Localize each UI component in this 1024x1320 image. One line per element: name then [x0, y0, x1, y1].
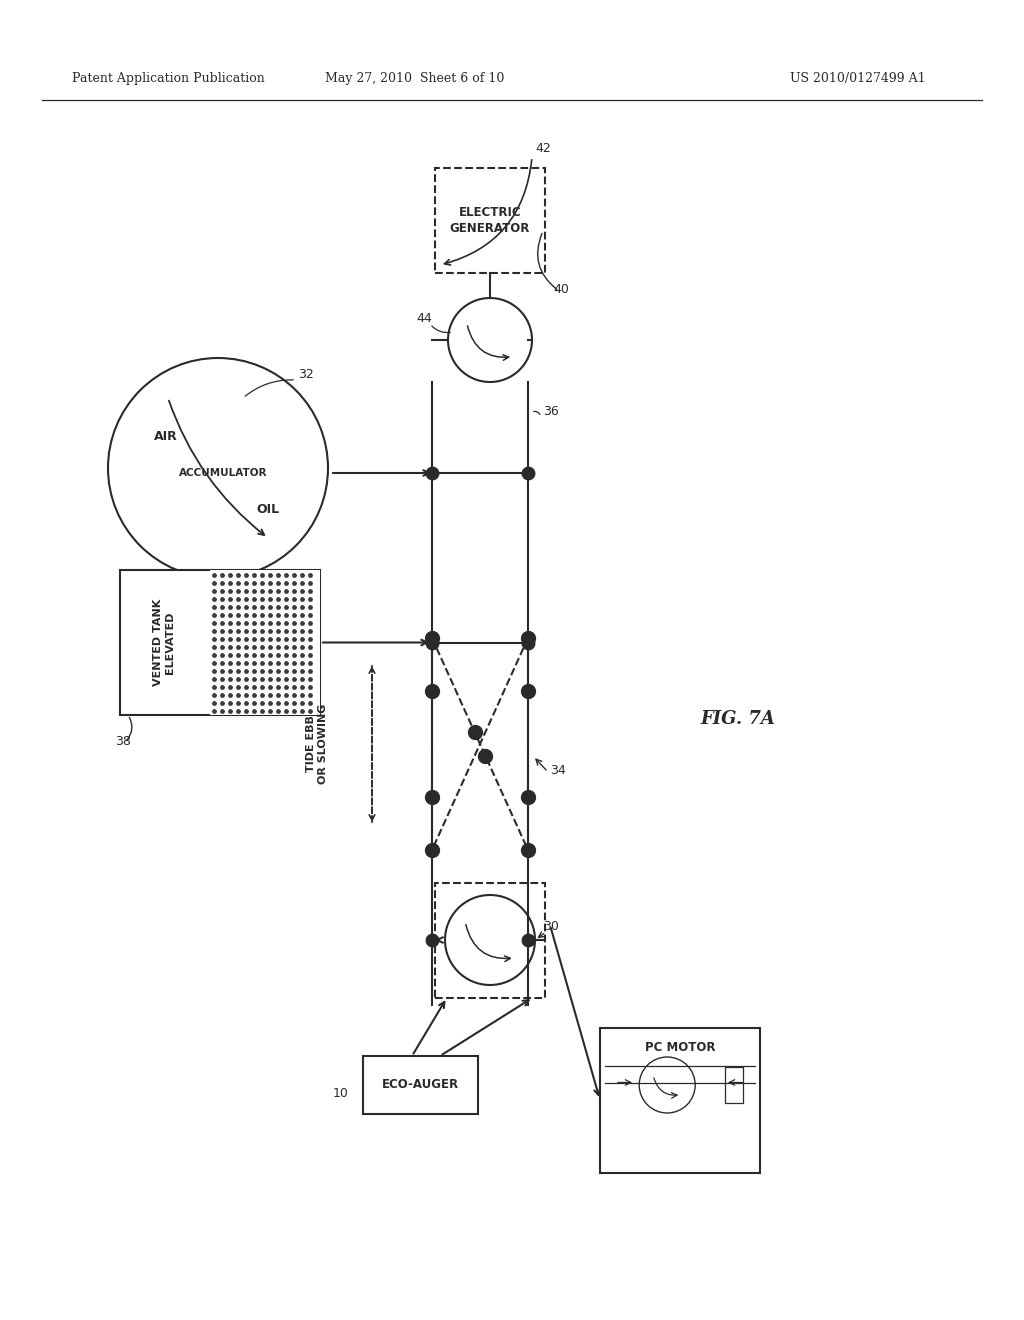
Text: US 2010/0127499 A1: US 2010/0127499 A1	[790, 73, 926, 84]
Text: May 27, 2010  Sheet 6 of 10: May 27, 2010 Sheet 6 of 10	[326, 73, 505, 84]
Bar	[600, 1027, 760, 1172]
Bar	[435, 883, 545, 998]
Text: 10: 10	[333, 1086, 348, 1100]
Circle shape	[108, 358, 328, 578]
Text: ACCUMULATOR: ACCUMULATOR	[179, 469, 267, 478]
Bar	[210, 570, 319, 715]
Text: Patent Application Publication: Patent Application Publication	[72, 73, 265, 84]
Text: ELECTRIC
GENERATOR: ELECTRIC GENERATOR	[450, 206, 530, 235]
Bar	[362, 1056, 477, 1114]
Text: 30: 30	[543, 920, 559, 933]
Text: 42: 42	[535, 143, 551, 154]
Text: VENTED TANK
ELEVATED: VENTED TANK ELEVATED	[154, 599, 175, 686]
Circle shape	[449, 298, 532, 381]
Bar	[725, 1067, 742, 1104]
Bar	[120, 570, 319, 715]
Text: TIDE EBB
OR SLOWING: TIDE EBB OR SLOWING	[306, 704, 328, 784]
Text: 44: 44	[416, 312, 432, 325]
Circle shape	[445, 895, 535, 985]
Text: 40: 40	[553, 282, 569, 296]
Text: FIG. 7A: FIG. 7A	[700, 710, 775, 729]
Text: ECO-AUGER: ECO-AUGER	[381, 1078, 459, 1092]
Circle shape	[639, 1057, 695, 1113]
Text: AIR: AIR	[155, 430, 178, 444]
Text: 36: 36	[543, 405, 559, 418]
Text: 32: 32	[298, 368, 313, 381]
Text: 34: 34	[550, 764, 565, 777]
Text: PC MOTOR: PC MOTOR	[645, 1041, 715, 1053]
Text: OIL: OIL	[256, 503, 280, 516]
Bar	[435, 168, 545, 273]
Text: 38: 38	[115, 735, 131, 748]
